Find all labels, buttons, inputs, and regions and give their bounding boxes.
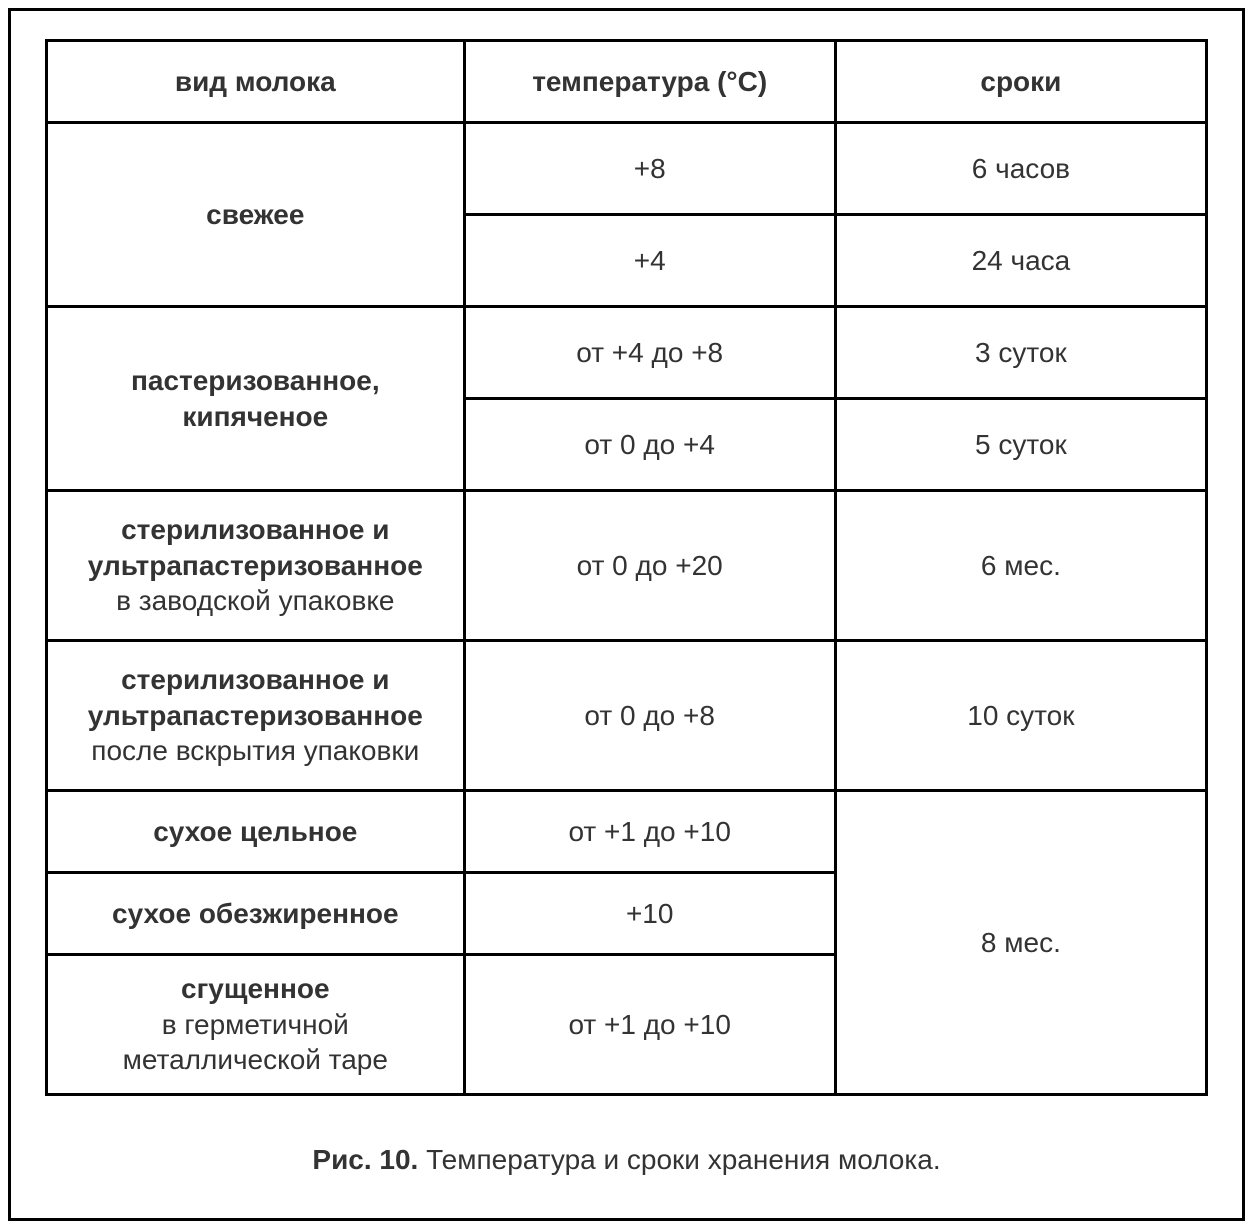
cell-term: 6 мес. <box>835 491 1206 641</box>
type-label: пастеризованное,кипяченое <box>131 365 380 432</box>
cell-temp: от +1 до +10 <box>464 791 835 873</box>
cell-temp: +10 <box>464 873 835 955</box>
type-subnote: в герметичнойметаллической таре <box>58 1007 453 1079</box>
cell-temp: от +4 до +8 <box>464 307 835 399</box>
type-label: сухое обезжиренное <box>112 898 399 929</box>
table-row: свежее +8 6 часов <box>47 123 1207 215</box>
cell-term: 6 часов <box>835 123 1206 215</box>
milk-storage-table: вид молока температура (°C) сроки свежее… <box>45 39 1208 1096</box>
cell-temp: от 0 до +4 <box>464 399 835 491</box>
cell-temp: от +1 до +10 <box>464 955 835 1095</box>
cell-type: стерилизованное иультрапастеризованное в… <box>47 491 465 641</box>
col-header-temp: температура (°C) <box>464 41 835 123</box>
cell-type: пастеризованное,кипяченое <box>47 307 465 491</box>
type-label: стерилизованное иультрапастеризованное <box>88 664 423 731</box>
cell-temp: от 0 до +20 <box>464 491 835 641</box>
cell-term: 24 часа <box>835 215 1206 307</box>
col-header-type: вид молока <box>47 41 465 123</box>
type-label: свежее <box>206 199 304 230</box>
cell-term: 8 мес. <box>835 791 1206 1095</box>
cell-type: сухое цельное <box>47 791 465 873</box>
cell-type: свежее <box>47 123 465 307</box>
cell-temp: +8 <box>464 123 835 215</box>
cell-temp: от 0 до +8 <box>464 641 835 791</box>
type-label: сухое цельное <box>153 816 357 847</box>
table-row: стерилизованное иультрапастеризованное в… <box>47 491 1207 641</box>
type-subnote: в заводской упаковке <box>58 583 453 619</box>
type-label: сгущенное <box>181 973 330 1004</box>
type-subnote: после вскрытия упаковки <box>58 733 453 769</box>
cell-type: сухое обезжиренное <box>47 873 465 955</box>
cell-type: стерилизованное иультрапастеризованное п… <box>47 641 465 791</box>
figure-frame: вид молока температура (°C) сроки свежее… <box>8 8 1245 1221</box>
table-body: свежее +8 6 часов +4 24 часа пастеризова… <box>47 123 1207 1095</box>
cell-term: 3 суток <box>835 307 1206 399</box>
table-row: стерилизованное иультрапастеризованное п… <box>47 641 1207 791</box>
col-header-term: сроки <box>835 41 1206 123</box>
table-row: сухое цельное от +1 до +10 8 мес. <box>47 791 1207 873</box>
table-header-row: вид молока температура (°C) сроки <box>47 41 1207 123</box>
cell-term: 10 суток <box>835 641 1206 791</box>
cell-temp: +4 <box>464 215 835 307</box>
type-label: стерилизованное иультрапастеризованное <box>88 514 423 581</box>
cell-type: сгущенное в герметичнойметаллической тар… <box>47 955 465 1095</box>
table-row: пастеризованное,кипяченое от +4 до +8 3 … <box>47 307 1207 399</box>
cell-term: 5 суток <box>835 399 1206 491</box>
